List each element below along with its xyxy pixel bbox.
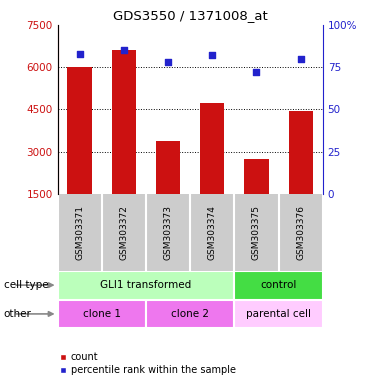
Point (298, 56, 303, 62)
Bar (146, 300, 234, 328)
Bar (200, 103, 224, 194)
Text: clone 1: clone 1 (83, 309, 121, 319)
Bar (112, 50, 136, 194)
Text: GSM303371: GSM303371 (75, 205, 84, 260)
Bar (58, 271, 234, 300)
Text: GSM303376: GSM303376 (296, 205, 305, 260)
Point (77, 51, 83, 57)
Text: GSM303375: GSM303375 (252, 205, 261, 260)
Text: cell type: cell type (4, 280, 48, 290)
Bar (156, 141, 180, 194)
Text: other: other (4, 309, 32, 319)
Legend: count, percentile rank within the sample: count, percentile rank within the sample (55, 348, 239, 379)
Text: GSM303372: GSM303372 (119, 205, 128, 260)
Bar (58, 300, 146, 328)
Point (209, 52, 215, 58)
Bar (289, 111, 313, 194)
Bar (244, 159, 269, 194)
Text: control: control (260, 280, 297, 290)
Text: clone 2: clone 2 (171, 309, 209, 319)
Point (121, 47, 127, 53)
Title: GDS3550 / 1371008_at: GDS3550 / 1371008_at (113, 9, 267, 22)
Text: GSM303373: GSM303373 (164, 205, 173, 260)
Point (253, 69, 259, 75)
Bar (234, 271, 323, 300)
Bar (68, 67, 92, 194)
Bar (234, 300, 323, 328)
Point (165, 59, 171, 65)
Text: GLI1 transformed: GLI1 transformed (100, 280, 191, 290)
Text: GSM303374: GSM303374 (208, 205, 217, 260)
Text: parental cell: parental cell (246, 309, 311, 319)
